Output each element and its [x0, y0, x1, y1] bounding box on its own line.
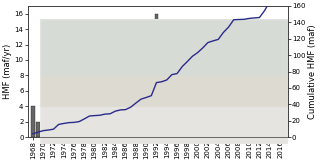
- Bar: [134, 98, 138, 137]
- Bar: [40, 107, 288, 144]
- Bar: [88, 110, 92, 137]
- Bar: [170, 87, 174, 137]
- Bar: [72, 135, 76, 137]
- Bar: [77, 129, 81, 137]
- Bar: [62, 128, 66, 137]
- Bar: [278, 37, 282, 137]
- Bar: [40, 75, 288, 107]
- Bar: [180, 71, 184, 137]
- Bar: [227, 87, 230, 137]
- Bar: [103, 126, 107, 137]
- Bar: [113, 112, 117, 137]
- Bar: [196, 103, 200, 137]
- Bar: [36, 122, 40, 137]
- Bar: [165, 120, 169, 137]
- Bar: [273, 92, 277, 137]
- Bar: [201, 92, 205, 137]
- Bar: [258, 133, 261, 137]
- Bar: [155, 14, 158, 137]
- Bar: [206, 87, 210, 137]
- Bar: [31, 106, 35, 137]
- Bar: [247, 129, 251, 137]
- Bar: [185, 89, 189, 137]
- Bar: [124, 134, 127, 137]
- Bar: [52, 129, 55, 137]
- Bar: [40, 19, 288, 75]
- Bar: [139, 100, 143, 137]
- Y-axis label: HMF (maf/yr): HMF (maf/yr): [4, 44, 12, 99]
- Bar: [242, 136, 246, 137]
- Bar: [108, 134, 112, 137]
- Bar: [263, 71, 267, 137]
- Bar: [149, 120, 153, 137]
- Bar: [216, 123, 220, 137]
- Bar: [237, 135, 241, 137]
- Y-axis label: Cumulative HMF (maf): Cumulative HMF (maf): [308, 24, 316, 119]
- Bar: [93, 133, 97, 137]
- Bar: [221, 71, 225, 137]
- Bar: [252, 132, 256, 137]
- Bar: [67, 129, 71, 137]
- Bar: [98, 134, 102, 137]
- Bar: [41, 123, 45, 137]
- Bar: [191, 87, 195, 137]
- Bar: [232, 68, 236, 137]
- Bar: [175, 127, 179, 137]
- Bar: [211, 122, 215, 137]
- Bar: [46, 131, 50, 137]
- Bar: [118, 126, 122, 137]
- Bar: [57, 92, 60, 137]
- Bar: [144, 122, 148, 137]
- Bar: [268, 52, 272, 137]
- Bar: [129, 114, 133, 137]
- Bar: [160, 129, 164, 137]
- Bar: [83, 112, 86, 137]
